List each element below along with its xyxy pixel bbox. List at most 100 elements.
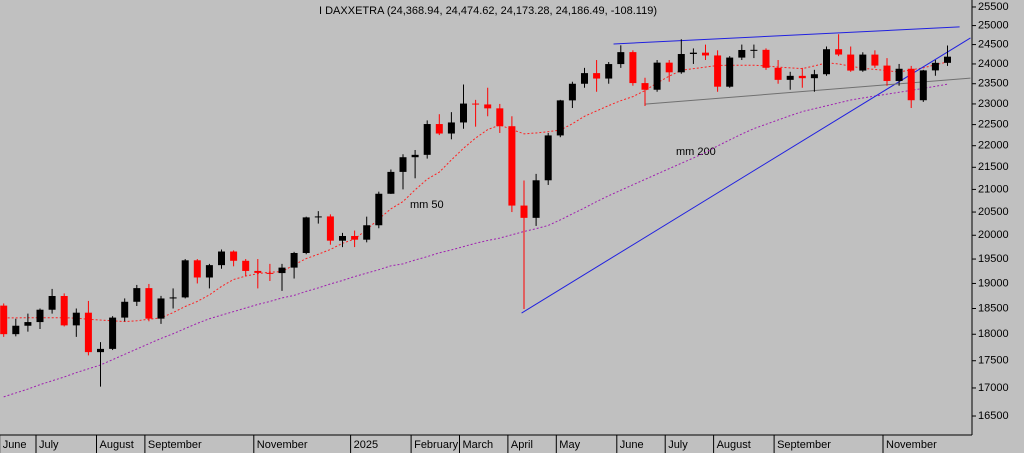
y-tick-label: 22500: [978, 118, 1009, 130]
candle-body: [919, 70, 927, 101]
candle-body: [774, 67, 782, 80]
candle-body: [714, 55, 722, 87]
candle-body: [472, 103, 480, 105]
candle-body: [484, 104, 492, 109]
candle-body: [97, 348, 104, 353]
candle-body: [593, 73, 601, 79]
candle-body: [629, 52, 637, 84]
trend-line: [613, 26, 960, 45]
y-tick-label: 25500: [978, 1, 1009, 13]
candle-body: [218, 251, 225, 266]
candle-body: [36, 309, 44, 323]
y-tick-label: 18500: [978, 302, 1009, 314]
candle-body: [84, 312, 92, 353]
candle-body: [24, 322, 32, 326]
candle-body: [544, 135, 552, 181]
x-tick-label: February: [414, 439, 459, 451]
y-tick-label: 23000: [978, 98, 1009, 110]
chart-title: I DAXXETRA (24,368.94, 24,474.62, 24,173…: [319, 5, 657, 17]
x-tick-label: August: [100, 439, 134, 451]
y-tick-label: 20000: [978, 229, 1009, 241]
x-tick-label: September: [777, 439, 831, 451]
candle-body: [568, 83, 576, 101]
candle-body: [810, 74, 818, 79]
candle-body: [641, 83, 649, 90]
x-tick-label: August: [717, 439, 751, 451]
moving-average: [3, 83, 948, 398]
y-tick-label: 18000: [978, 328, 1009, 340]
y-tick-label: 20500: [978, 206, 1009, 218]
candle-body: [447, 122, 455, 134]
x-tick-label: November: [886, 439, 937, 451]
candle-body: [702, 52, 709, 56]
candle-body: [387, 171, 395, 194]
candle-body: [109, 317, 117, 349]
x-tick-label: July: [668, 439, 688, 451]
candle-body: [435, 124, 443, 134]
candle-body: [72, 312, 80, 326]
candle-body: [423, 124, 431, 155]
candle-body: [677, 54, 685, 73]
candle-body: [169, 297, 177, 299]
candle-body: [871, 54, 879, 66]
series-label: mm 50: [410, 199, 444, 211]
candle-body: [847, 54, 855, 71]
y-tick-label: 23500: [978, 78, 1009, 90]
x-tick-label: March: [463, 439, 494, 451]
candle-body: [0, 305, 8, 335]
candle-body: [145, 288, 153, 319]
x-tick-label: May: [559, 439, 580, 451]
candle-body: [157, 298, 165, 319]
series-label: mm 200: [676, 146, 716, 158]
x-tick-label: June: [620, 439, 644, 451]
candle-body: [205, 265, 213, 278]
candle-body: [339, 236, 346, 241]
candle-body: [665, 62, 673, 73]
candle-body: [689, 52, 697, 55]
y-tick-label: 25000: [978, 19, 1009, 31]
candle-body: [931, 62, 939, 71]
candle-body: [556, 100, 564, 136]
candle-body: [351, 236, 359, 240]
x-tick-label: July: [39, 439, 59, 451]
candle-body: [798, 75, 806, 79]
y-tick-label: 17500: [978, 355, 1009, 367]
candle-body: [859, 54, 867, 71]
candle-body: [617, 52, 625, 65]
candle-body: [133, 288, 141, 302]
candle-body: [193, 260, 201, 278]
y-tick-label: 24000: [978, 58, 1009, 70]
y-tick-label: 17000: [978, 382, 1009, 394]
candle-body: [12, 325, 20, 335]
candle-body: [326, 216, 334, 241]
y-tick-label: 19000: [978, 277, 1009, 289]
candle-body: [532, 180, 540, 218]
y-tick-label: 21500: [978, 161, 1009, 173]
candle-body: [581, 73, 588, 84]
candle-body: [895, 68, 903, 81]
candle-body: [254, 270, 262, 273]
trend-line: [644, 77, 971, 105]
candle-body: [738, 49, 746, 58]
candle-body: [750, 49, 758, 51]
candle-body: [242, 260, 250, 271]
candle-body: [411, 154, 419, 158]
candle-body: [605, 64, 613, 79]
candle-body: [266, 272, 274, 274]
y-tick-label: 19500: [978, 253, 1009, 265]
candle-body: [363, 225, 371, 240]
candle-body: [60, 295, 68, 326]
x-tick-label: April: [511, 439, 533, 451]
candle-body: [399, 157, 407, 172]
candle-body: [302, 217, 310, 253]
candle-body: [181, 260, 189, 298]
candle-body: [653, 62, 661, 90]
candle-body: [508, 126, 516, 206]
candle-body: [314, 216, 322, 218]
candle-body: [762, 49, 770, 68]
candle-body: [883, 65, 891, 81]
candle-body: [290, 252, 298, 268]
x-tick-label: June: [3, 439, 27, 451]
